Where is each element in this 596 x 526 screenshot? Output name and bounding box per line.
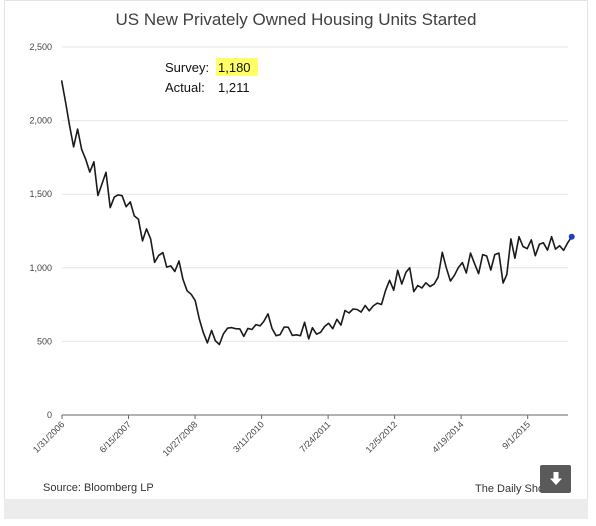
series-line <box>60 80 573 346</box>
actual-label: Actual: <box>165 80 205 95</box>
x-tick-label: 6/15/2007 <box>98 419 133 454</box>
x-tick-label: 1/31/2006 <box>31 419 66 454</box>
y-tick-label: 1,500 <box>29 189 52 199</box>
chart-frame <box>4 0 588 519</box>
x-tick-label: 12/5/2012 <box>364 419 399 454</box>
latest-point-marker <box>568 233 575 240</box>
y-tick-label: 2,000 <box>29 116 52 126</box>
source-label: Source: Bloomberg LP <box>43 482 154 494</box>
actual-value: 1,211 <box>218 80 250 95</box>
y-tick-label: 500 <box>37 336 52 346</box>
survey-label: Survey: <box>165 60 209 75</box>
y-tick-label: 1,000 <box>29 263 52 273</box>
footer-band <box>4 499 588 519</box>
x-tick-label: 10/27/2008 <box>161 419 200 458</box>
survey-highlight <box>216 58 258 76</box>
x-tick-label: 3/11/2010 <box>231 419 266 454</box>
credit-label: The Daily Shot <box>475 483 548 495</box>
y-tick-label: 2,500 <box>29 42 52 52</box>
download-button[interactable] <box>540 465 571 493</box>
download-arrow-icon <box>549 472 562 485</box>
survey-value: 1,180 <box>218 60 251 75</box>
y-tick-label: 0 <box>47 410 52 420</box>
x-tick-label: 9/1/2015 <box>500 419 532 451</box>
x-tick-label: 4/19/2014 <box>430 419 465 454</box>
chart-title: US New Privately Owned Housing Units Sta… <box>115 10 477 29</box>
x-tick-label: 7/24/2011 <box>298 419 333 454</box>
